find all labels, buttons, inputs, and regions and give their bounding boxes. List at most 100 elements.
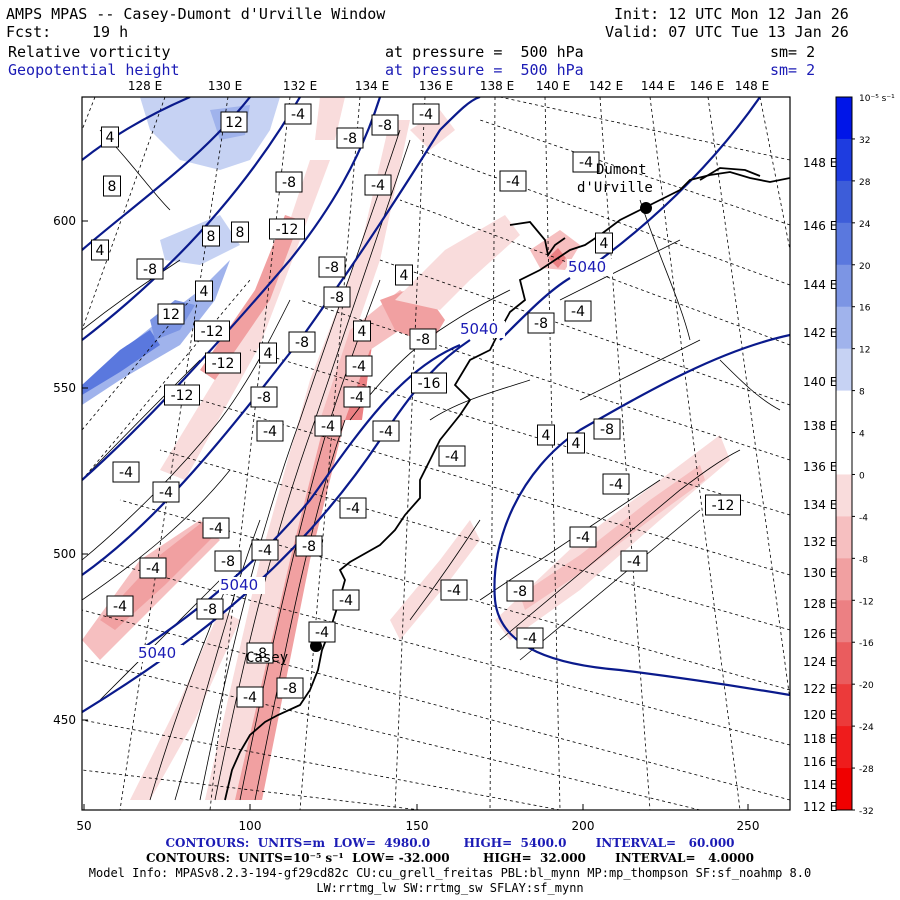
colorbar-tick-label: 0	[859, 471, 865, 481]
vorticity-label-box	[564, 300, 592, 322]
vorticity-label-box	[106, 595, 134, 617]
vorticity-label-box	[314, 415, 342, 437]
vorticity-contour-label: -8	[257, 390, 271, 406]
field1-level: at pressure = 500 hPa	[385, 43, 584, 61]
vorticity-label-box	[343, 386, 371, 408]
colorbar-unit-label: 10⁻⁵ s⁻¹	[859, 94, 895, 104]
vorticity-contour-label: -8	[378, 118, 392, 134]
vorticity-contour-label: 4	[106, 130, 115, 146]
vorticity-label-box	[595, 232, 613, 254]
y-tick-label: 500	[53, 547, 76, 561]
vorticity-label-box	[336, 127, 364, 149]
vorticity-contour-label: -8	[282, 175, 296, 191]
right-lon-label: 144 E	[803, 278, 837, 292]
colorbar-tick-label: 4	[859, 430, 865, 440]
vorticity-label-box	[371, 114, 399, 136]
colorbar-segment	[836, 348, 852, 392]
colorbar-tick-label: -4	[859, 513, 868, 523]
vorticity-label-box	[284, 103, 312, 125]
field1-name: Relative vorticity	[8, 43, 171, 61]
right-lon-label: 116 E	[803, 755, 837, 769]
y-tick-label: 450	[53, 713, 76, 727]
y-tick-label: 600	[53, 214, 76, 228]
vorticity-contours	[82, 129, 781, 801]
x-tick-label: 100	[239, 819, 262, 833]
vorticity-contour-label: -8	[221, 554, 235, 570]
vorticity-contour-label: 4	[358, 324, 367, 340]
field2-level: at pressure = 500 hPa	[385, 61, 584, 79]
height-contour-labels: 5040 5040 5040 5040	[137, 258, 613, 662]
vorticity-contour-label: -8	[325, 260, 339, 276]
right-lon-label: 142 E	[803, 326, 837, 340]
vorticity-contour-label: -4	[506, 174, 520, 190]
top-lon-label: 132 E	[283, 79, 317, 93]
vorticity-label-box	[499, 170, 527, 192]
vorticity-label-box	[593, 418, 621, 440]
vorticity-label-box	[412, 103, 440, 125]
vorticity-contour-label: -12	[201, 324, 224, 340]
vorticity-label-box	[569, 526, 597, 548]
vorticity-contour-label: -8	[253, 646, 267, 662]
vorticity-contour-label: -4	[321, 419, 335, 435]
vorticity-contour-label: -4	[571, 304, 585, 320]
colorbar: 10⁻⁵ s⁻¹ 32 28 24 20 16 12 8 4 0 -4 -8 -12 -16 -20 -24 -…	[835, 94, 895, 817]
vorticity-contour-label: -4	[350, 390, 364, 406]
valid-time: Valid: 07 UTC Tue 13 Jan 26	[605, 23, 849, 41]
vorticity-contour-label: -4	[346, 501, 360, 517]
right-lon-label: 112 E	[803, 800, 837, 814]
vorticity-contour-label: -12	[171, 388, 194, 404]
vorticity-contour-label: -8	[600, 422, 614, 438]
right-lon-label: 120 E	[803, 708, 837, 722]
vorticity-label-box	[364, 174, 392, 196]
vorticity-contour-label: -4	[315, 625, 329, 641]
vorticity-label-box	[438, 445, 466, 467]
vorticity-contour-label: -8	[283, 681, 297, 697]
colorbar-segment	[836, 516, 852, 559]
vorticity-contour-label: -4	[445, 449, 459, 465]
right-lon-label: 130 E	[803, 566, 837, 580]
vorticity-label-box	[250, 386, 278, 408]
vorticity-label-box	[318, 256, 346, 278]
station-casey	[310, 640, 322, 652]
vorticity-contour-label: 4	[400, 268, 409, 284]
station-name-dumont: Dumont	[596, 162, 647, 178]
vorticity-contour-label: 4	[600, 236, 609, 252]
vorticity-label-box	[516, 627, 544, 649]
vorticity-contour-label: -12	[712, 498, 735, 514]
station-name-dumont: d'Urville	[577, 180, 653, 196]
vorticity-label-box	[103, 175, 121, 197]
vorticity-label-box	[276, 677, 304, 699]
top-lon-label: 144 E	[641, 79, 675, 93]
colorbar-segment	[836, 180, 852, 224]
vorticity-label-box	[157, 303, 185, 325]
colorbar-tick-label: -20	[859, 681, 874, 691]
vorticity-contour-label: 12	[225, 115, 243, 131]
vorticity-contour-label: 4	[572, 436, 581, 452]
vorticity-label-box	[202, 225, 220, 247]
vorticity-label-box	[205, 352, 241, 374]
vorticity-contour-label: 8	[207, 229, 216, 245]
right-lon-label: 148 E	[803, 156, 837, 170]
vorticity-contour-labels: 4 12 -4 -8 -4 -8 8 -8 -4 -4 -4 8 8 -12 4 4 -8 -8 4 4 -4 12 -8 -…	[91, 103, 741, 708]
vorticity-label-box	[527, 312, 555, 334]
vorticity-contour-label: -4	[609, 477, 623, 493]
vorticity-label-box	[567, 432, 585, 454]
vorticity-contour-label: -8	[143, 262, 157, 278]
vorticity-contour-label: -4	[576, 530, 590, 546]
top-longitude-labels: 128 E 130 E 132 E 134 E 136 E 138 E 140 E 142 E…	[128, 79, 769, 93]
vorticity-contour-label: -4	[579, 155, 593, 171]
vorticity-label-box	[275, 171, 303, 193]
vorticity-label-box	[353, 320, 371, 342]
vorticity-label-box	[409, 328, 437, 350]
height-contour-label: 5040	[460, 320, 498, 338]
vorticity-label-box	[537, 424, 555, 446]
vorticity-contour-label: -4	[263, 424, 277, 440]
colorbar-segment	[836, 768, 852, 811]
vorticity-contour-label: -4	[447, 583, 461, 599]
vorticity-label-box	[602, 473, 630, 495]
colorbar-segment	[836, 222, 852, 266]
colorbar-tick-label: -16	[859, 639, 874, 649]
x-tick-label: 50	[76, 819, 91, 833]
colorbar-tick-label: -12	[859, 597, 874, 607]
